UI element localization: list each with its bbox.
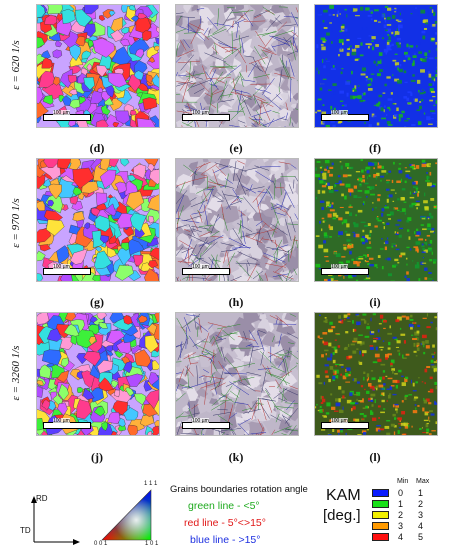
- scale-bar-label: 100 µm: [53, 418, 70, 424]
- scale-bar-label: 100 µm: [331, 110, 348, 116]
- kam-map-f: 100 µm: [314, 4, 438, 128]
- ipf-corner-101: 1 0 1: [145, 541, 158, 547]
- kam-legend-unit: [deg.]: [323, 507, 361, 524]
- boundary-legend-blue: blue line - >15°: [190, 534, 260, 546]
- panel-label-f: (f): [355, 141, 395, 156]
- panel-label-k: (k): [216, 450, 256, 465]
- kam-min-header: Min: [397, 478, 408, 485]
- scale-bar-label: 100 µm: [53, 264, 70, 270]
- kam-bin-min: 1: [398, 499, 406, 509]
- rd-axis-label: RD: [36, 494, 48, 503]
- kam-swatch: [372, 533, 389, 541]
- scale-bar-label: 100 µm: [192, 418, 209, 424]
- kam-bin-max: 3: [418, 510, 426, 520]
- kam-bin-max: 5: [418, 532, 426, 542]
- kam-legend-title: KAM: [326, 487, 361, 505]
- panel-label-d: (d): [77, 141, 117, 156]
- kam-bin-min: 2: [398, 510, 406, 520]
- grain-boundary-map-k: 100 µm: [175, 312, 299, 436]
- panel-label-g: (g): [77, 295, 117, 310]
- kam-bin-max: 2: [418, 499, 426, 509]
- kam-bin-max: 1: [418, 488, 426, 498]
- row-label-3260: ε = 3260 1/s: [10, 313, 24, 433]
- scale-bar-label: 100 µm: [331, 418, 348, 424]
- boundary-legend-red: red line - 5°<>15°: [184, 517, 266, 529]
- panel-label-l: (l): [355, 450, 395, 465]
- scale-bar-label: 100 µm: [192, 264, 209, 270]
- kam-map-l: 100 µm: [314, 312, 438, 436]
- kam-swatch: [372, 489, 389, 497]
- scale-bar-label: 100 µm: [53, 110, 70, 116]
- ipf-map-g: 100 µm: [36, 158, 160, 282]
- ipf-corner-001: 0 0 1: [94, 541, 107, 547]
- panel-label-i: (i): [355, 295, 395, 310]
- row-label-970: ε = 970 1/s: [10, 163, 24, 283]
- kam-bin-max: 4: [418, 521, 426, 531]
- td-axis-label: TD: [20, 526, 31, 535]
- kam-swatch: [372, 522, 389, 530]
- kam-map-i: 100 µm: [314, 158, 438, 282]
- panel-label-j: (j): [77, 450, 117, 465]
- boundary-legend-green: green line - <5°: [188, 500, 260, 512]
- kam-bin-min: 0: [398, 488, 406, 498]
- boundary-legend-title: Grains boundaries rotation angle: [170, 484, 308, 495]
- ipf-axes-graphic: [20, 478, 170, 548]
- kam-bin-min: 4: [398, 532, 406, 542]
- scale-bar-label: 100 µm: [192, 110, 209, 116]
- row-label-620: ε = 620 1/s: [10, 5, 24, 125]
- ipf-map-d: 100 µm: [36, 4, 160, 128]
- kam-bin-min: 3: [398, 521, 406, 531]
- kam-max-header: Max: [416, 478, 429, 485]
- ipf-corner-111: 1 1 1: [144, 481, 157, 487]
- ipf-map-j: 100 µm: [36, 312, 160, 436]
- scale-bar-label: 100 µm: [331, 264, 348, 270]
- grain-boundary-map-e: 100 µm: [175, 4, 299, 128]
- kam-swatch: [372, 511, 389, 519]
- kam-swatch: [372, 500, 389, 508]
- ipf-legend: RD TD 0 0 1 1 0 1 1 1 1: [20, 478, 170, 548]
- panel-label-e: (e): [216, 141, 256, 156]
- panel-label-h: (h): [216, 295, 256, 310]
- grain-boundary-map-h: 100 µm: [175, 158, 299, 282]
